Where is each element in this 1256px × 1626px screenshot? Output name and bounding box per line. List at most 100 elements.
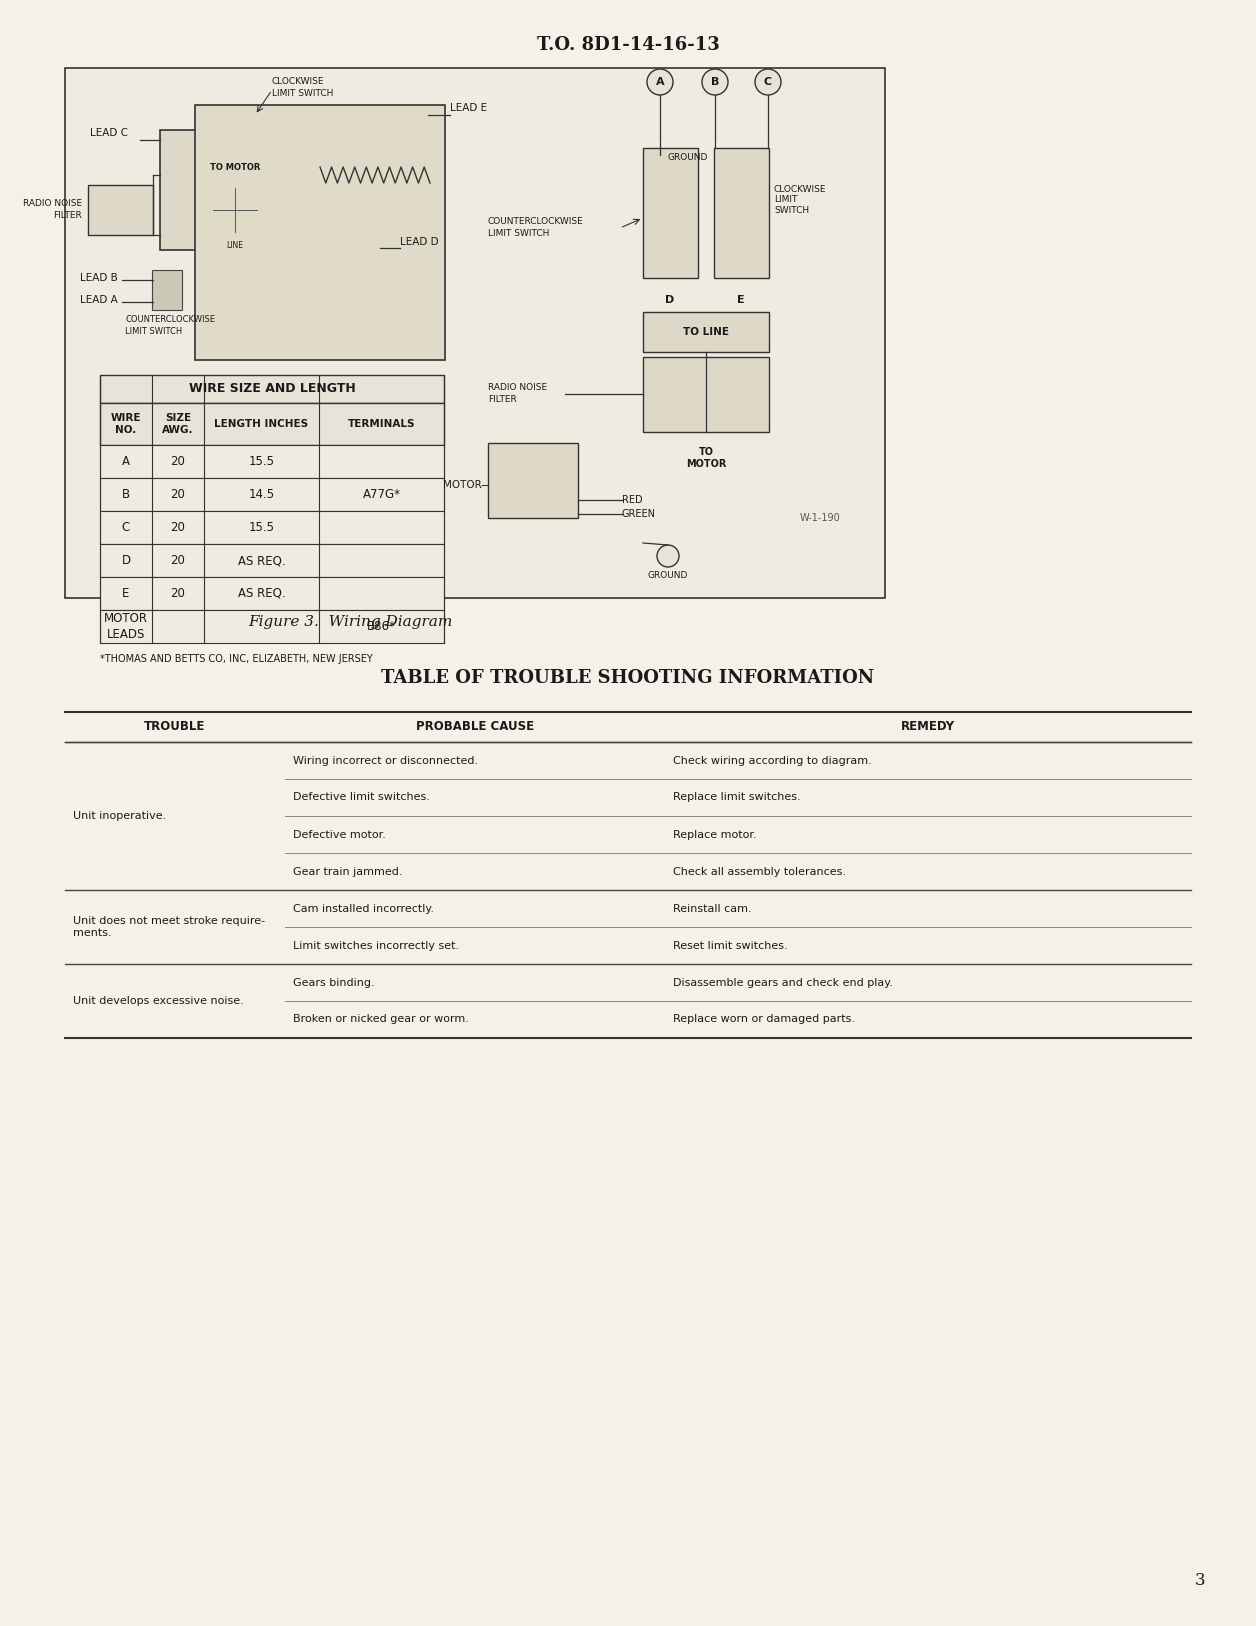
Bar [65,68,885,598]
Text: LEAD D: LEAD D [399,237,438,247]
Text: Broken or nicked gear or worm.: Broken or nicked gear or worm. [293,1015,468,1024]
Text: LEAD C: LEAD C [90,128,128,138]
Text: LINE: LINE [226,241,244,249]
Text: FILTER: FILTER [489,395,516,405]
Text: SIZE
AWG.: SIZE AWG. [162,413,193,434]
Text: RADIO NOISE: RADIO NOISE [489,384,548,392]
Text: TO
MOTOR: TO MOTOR [686,447,726,468]
Text: WIRE SIZE AND LENGTH: WIRE SIZE AND LENGTH [188,382,355,395]
Text: 20: 20 [171,554,186,567]
Circle shape [652,154,668,171]
Text: 20: 20 [171,488,186,501]
Text: B: B [711,76,720,88]
Text: Replace limit switches.: Replace limit switches. [673,792,800,803]
Text: TABLE OF TROUBLE SHOOTING INFORMATION: TABLE OF TROUBLE SHOOTING INFORMATION [382,668,874,688]
Text: LEAD E: LEAD E [450,102,487,112]
Text: TERMINALS: TERMINALS [348,420,416,429]
Text: Defective limit switches.: Defective limit switches. [293,792,430,803]
Text: Defective motor.: Defective motor. [293,829,386,839]
Bar [160,130,310,250]
Circle shape [755,68,781,94]
Text: WIRE
NO.: WIRE NO. [111,413,141,434]
Text: E: E [122,587,129,600]
Bar [100,376,445,403]
Text: Check all assembly tolerances.: Check all assembly tolerances. [673,867,847,876]
Text: AS REQ.: AS REQ. [237,554,285,567]
Circle shape [657,545,679,567]
Bar [643,312,769,351]
Text: LIMIT SWITCH: LIMIT SWITCH [126,327,182,337]
Text: RED: RED [622,494,643,506]
Text: PROBABLE CAUSE: PROBABLE CAUSE [416,720,534,733]
Text: Gear train jammed.: Gear train jammed. [293,867,402,876]
Text: CLOCKWISE: CLOCKWISE [273,78,324,86]
Text: LIMIT SWITCH: LIMIT SWITCH [489,229,549,239]
Text: Cam installed incorrectly.: Cam installed incorrectly. [293,904,435,914]
Bar [152,270,182,311]
Bar [100,478,445,511]
Text: Unit develops excessive noise.: Unit develops excessive noise. [73,997,244,1006]
Bar [100,446,445,478]
Text: LEAD B: LEAD B [80,273,118,283]
Bar [88,185,153,236]
Text: 20: 20 [171,455,186,468]
Text: 3: 3 [1194,1571,1206,1589]
Text: TO LINE: TO LINE [683,327,728,337]
Text: Unit does not meet stroke require-
ments.: Unit does not meet stroke require- ments… [73,915,265,938]
Text: Limit switches incorrectly set.: Limit switches incorrectly set. [293,940,460,951]
Bar [643,148,698,278]
Text: Replace worn or damaged parts.: Replace worn or damaged parts. [673,1015,855,1024]
Text: AS REQ.: AS REQ. [237,587,285,600]
Circle shape [214,189,257,233]
Text: 20: 20 [171,587,186,600]
Text: *THOMAS AND BETTS CO, INC, ELIZABETH, NEW JERSEY: *THOMAS AND BETTS CO, INC, ELIZABETH, NE… [100,654,373,663]
Text: FILTER: FILTER [53,210,82,220]
Text: RADIO NOISE: RADIO NOISE [23,198,82,208]
Text: Wiring incorrect or disconnected.: Wiring incorrect or disconnected. [293,756,479,766]
Text: MOTOR: MOTOR [443,480,482,489]
Text: COUNTERCLOCKWISE: COUNTERCLOCKWISE [126,315,215,325]
Text: T.O. 8D1-14-16-13: T.O. 8D1-14-16-13 [536,36,720,54]
Text: COUNTERCLOCKWISE: COUNTERCLOCKWISE [489,218,584,226]
Bar [100,511,445,545]
Text: GREEN: GREEN [622,509,656,519]
Text: REMEDY: REMEDY [901,720,955,733]
Text: CLOCKWISE
LIMIT
SWITCH: CLOCKWISE LIMIT SWITCH [774,185,826,215]
Bar [489,442,578,519]
Text: D: D [122,554,131,567]
Bar [643,358,769,433]
Text: 15.5: 15.5 [249,520,275,533]
Text: 14.5: 14.5 [249,488,275,501]
Text: Reinstall cam.: Reinstall cam. [673,904,751,914]
Text: B86*: B86* [367,620,396,633]
Text: E: E [737,294,745,306]
Text: 20: 20 [171,520,186,533]
Text: A: A [656,76,664,88]
Bar [713,148,769,278]
Text: C: C [764,76,772,88]
Bar [100,545,445,577]
Text: A77G*: A77G* [363,488,401,501]
Text: LEAD A: LEAD A [80,294,118,306]
Text: Reset limit switches.: Reset limit switches. [673,940,788,951]
Text: GROUND: GROUND [668,153,708,163]
Text: A: A [122,455,131,468]
Text: Unit inoperative.: Unit inoperative. [73,811,166,821]
Bar [195,106,445,359]
Text: LENGTH INCHES: LENGTH INCHES [215,420,309,429]
Text: LIMIT SWITCH: LIMIT SWITCH [273,89,333,99]
Text: TROUBLE: TROUBLE [144,720,206,733]
Circle shape [647,68,673,94]
Bar [100,403,445,446]
Text: 15.5: 15.5 [249,455,275,468]
Text: Figure 3.  Wiring Diagram: Figure 3. Wiring Diagram [247,615,452,629]
Text: Replace motor.: Replace motor. [673,829,756,839]
Bar [100,610,445,642]
Text: Disassemble gears and check end play.: Disassemble gears and check end play. [673,977,893,987]
Text: MOTOR
LEADS: MOTOR LEADS [104,613,148,641]
Text: GROUND: GROUND [648,571,688,579]
Bar [100,577,445,610]
Text: B: B [122,488,131,501]
Text: C: C [122,520,131,533]
Text: Gears binding.: Gears binding. [293,977,374,987]
